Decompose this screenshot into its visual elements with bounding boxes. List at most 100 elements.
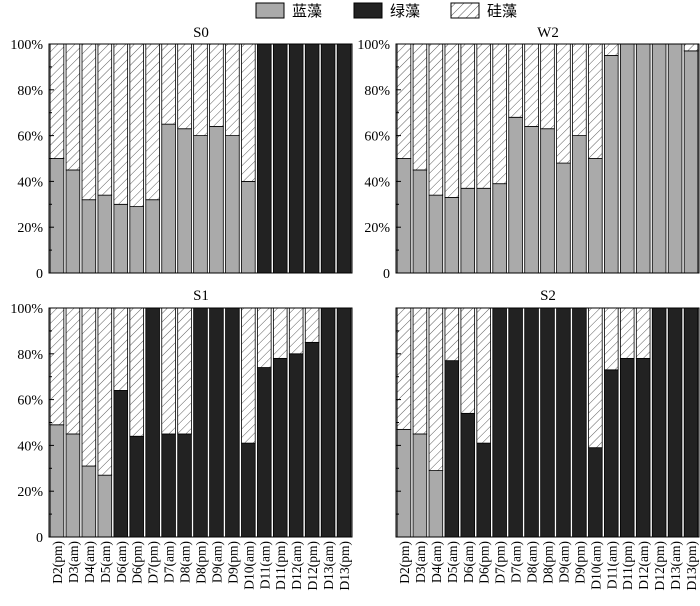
bar-segment-diatom <box>272 307 288 359</box>
bar-segment-green <box>225 307 240 538</box>
bar-segment-diatom <box>129 307 144 437</box>
bar-segment-diatom <box>257 307 272 368</box>
x-tick-label: D8(pm) <box>541 541 556 584</box>
bar-segment-green <box>556 307 571 538</box>
bar-segment-diatom <box>241 43 256 182</box>
x-tick-label: D4(am) <box>82 541 97 583</box>
bar-segment-blue <box>635 43 651 274</box>
y-tick-label: 40% <box>364 175 390 190</box>
x-tick-label: D10(am) <box>241 541 256 590</box>
x-tick-label: D13(am) <box>668 541 683 590</box>
x-tick-label: D4(am) <box>429 541 444 583</box>
bar-segment-blue <box>193 135 208 274</box>
bar-segment-blue <box>81 199 97 274</box>
y-tick-label: 40% <box>17 175 43 190</box>
bar-segment-diatom <box>396 43 412 159</box>
x-tick-label: D13(pm) <box>337 541 352 591</box>
bar-segment-diatom <box>444 307 460 362</box>
bar-segment-diatom <box>572 43 587 136</box>
plot-frame <box>395 307 700 538</box>
x-axis: D2(pm) D3(am) D4(am) D5(am) D6(am) D6(pm) D7(p… <box>397 541 699 591</box>
bar-segment-green <box>145 307 160 538</box>
legend-item-diatom: 硅藻 <box>450 2 517 20</box>
bar-segment-diatom <box>428 43 444 196</box>
bar-segment-blue <box>97 194 113 274</box>
bar-segment-green <box>476 442 491 538</box>
bar-segment-blue <box>145 199 160 274</box>
bar-segment-blue <box>97 474 113 538</box>
panel-s0: S0 0 20% 40% 60% 80% 100% <box>10 25 353 282</box>
bar-segment-diatom <box>193 43 208 136</box>
y-tick-label: 80% <box>17 348 43 363</box>
bar-segment-green <box>113 390 129 538</box>
x-tick-label: D8(am) <box>178 541 193 583</box>
x-tick-label: D8(am) <box>525 541 540 583</box>
bar-segment-diatom <box>428 307 444 471</box>
bar-segment-green <box>336 43 352 274</box>
bar-segment-green <box>524 307 539 538</box>
legend-label-diatom: 硅藻 <box>487 3 517 20</box>
bar-segment-diatom <box>129 43 144 207</box>
bar-segment-diatom <box>81 307 97 467</box>
x-tick-label: D7(pm) <box>146 541 161 584</box>
bar-segment-diatom <box>145 43 160 201</box>
x-tick-label: D3(am) <box>66 541 81 583</box>
x-tick-label: D7(pm) <box>493 541 508 584</box>
bar-segment-diatom <box>113 307 129 391</box>
bar-segment-diatom <box>396 307 412 430</box>
x-tick-label: D13(pm) <box>684 541 699 591</box>
bar-segment-diatom <box>476 43 491 189</box>
bar-segment-blue <box>651 43 667 274</box>
bar-segment-blue <box>556 162 571 274</box>
bar-segment-green <box>604 369 619 538</box>
y-tick-label: 60% <box>364 130 390 145</box>
bar-segment-blue <box>241 180 256 274</box>
y-tick-label: 20% <box>17 485 43 500</box>
y-tick-label: 20% <box>364 221 390 236</box>
panel-title: S2 <box>540 288 556 304</box>
bar-segment-blue <box>588 158 603 274</box>
y-axis: 0 20% 40% 60% 80% 100% <box>357 38 401 282</box>
bar-segment-blue <box>619 43 635 274</box>
bar-segment-diatom <box>161 43 176 125</box>
y-tick-label: 100% <box>10 302 43 317</box>
bar-segment-green <box>209 307 224 538</box>
bar-segment-diatom <box>97 307 113 476</box>
x-tick-label: D5(am) <box>98 541 113 583</box>
bar-segment-green <box>444 360 460 538</box>
legend-item-blue: 蓝藻 <box>255 2 322 20</box>
bar-segment-green <box>320 307 336 538</box>
x-tick-label: D10(am) <box>588 541 603 590</box>
bar-segment-diatom <box>524 43 539 127</box>
bar-segment-blue <box>65 433 81 538</box>
legend-label-green: 绿藻 <box>390 3 420 20</box>
bar-segment-diatom <box>683 43 699 52</box>
bars <box>396 43 699 274</box>
bar-segment-diatom <box>49 43 65 159</box>
legend-swatch-green <box>353 2 383 19</box>
bar-segment-blue <box>113 203 129 274</box>
bar-segment-green <box>241 442 256 538</box>
bar-segment-diatom <box>225 43 240 136</box>
bar-segment-blue <box>667 43 683 274</box>
bar-segment-green <box>177 433 192 538</box>
bar-segment-green <box>193 307 208 538</box>
bar-segment-diatom <box>588 43 603 159</box>
x-tick-label: D11(pm) <box>620 541 635 590</box>
bar-segment-diatom <box>412 43 428 171</box>
bar-segment-diatom <box>444 43 460 198</box>
bar-segment-diatom <box>161 307 176 435</box>
bar-segment-blue <box>49 158 65 274</box>
bar-segment-blue <box>49 424 65 538</box>
bar-segment-blue <box>177 128 192 274</box>
bar-segment-blue <box>161 123 176 274</box>
bar-segment-green <box>272 43 288 274</box>
bar-segment-green <box>161 433 176 538</box>
bar-segment-diatom <box>604 307 619 371</box>
bar-segment-blue <box>428 470 444 538</box>
bar-segment-diatom <box>476 307 491 444</box>
bar-segment-diatom <box>588 307 603 449</box>
bar-segment-green <box>572 307 587 538</box>
x-tick-label: D5(am) <box>445 541 460 583</box>
